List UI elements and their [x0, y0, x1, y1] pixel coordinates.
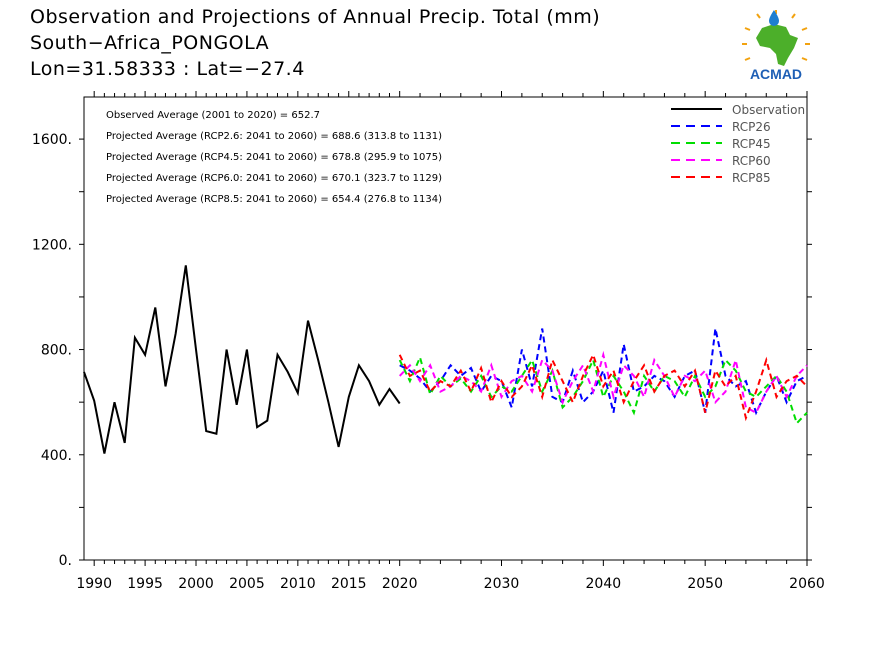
logo-text: ACMAD: [750, 66, 802, 82]
series-lines: [83, 265, 808, 454]
x-tick-label: 2000: [178, 576, 214, 592]
y-tick-label: 1600.: [32, 132, 72, 148]
acmad-logo: ACMAD: [736, 8, 816, 82]
y-tick-label: 800.: [41, 343, 72, 359]
legend-label-rcp45: RCP45: [732, 137, 771, 151]
x-tick-label: 2010: [280, 576, 316, 592]
coordinates-label: Lon=31.58333 : Lat=−27.4: [30, 58, 305, 80]
water-drop-icon: [769, 10, 779, 26]
chart-title: Observation and Projections of Annual Pr…: [30, 6, 601, 28]
annotation-text: Projected Average (RCP4.5: 2041 to 2060)…: [106, 152, 442, 163]
legend-label-rcp60: RCP60: [732, 154, 771, 168]
x-tick-label: 1990: [76, 576, 112, 592]
x-tick-label: 2005: [229, 576, 265, 592]
legend-label-rcp85: RCP85: [732, 171, 771, 185]
x-tick-label: 2020: [382, 576, 418, 592]
legend-label-observation: Observation: [732, 103, 805, 117]
x-tick-label: 2030: [484, 576, 520, 592]
location-name: South−Africa_PONGOLA: [30, 32, 270, 54]
axes: 0. 400. 800. 1200. 1600. 1990 1995 2000 2005 2010…: [32, 91, 825, 592]
x-tick-label: 2060: [789, 576, 825, 592]
plot-frame: [83, 96, 808, 561]
x-tick-label: 2040: [586, 576, 622, 592]
annotation-text: Projected Average (RCP8.5: 2041 to 2060)…: [106, 194, 442, 205]
series-line-observation: [83, 265, 401, 454]
annotation-text: Projected Average (RCP2.6: 2041 to 2060)…: [106, 131, 442, 142]
series-line-rcp60: [398, 350, 808, 415]
annotations: Observed Average (2001 to 2020) = 652.7 P…: [106, 110, 442, 205]
legend: Observation RCP26 RCP45 RCP60 RCP85: [671, 103, 805, 185]
legend-label-rcp26: RCP26: [732, 120, 771, 134]
y-tick-label: 1200.: [32, 237, 72, 253]
x-tick-label: 1995: [127, 576, 163, 592]
series-line-rcp26: [399, 328, 808, 416]
x-tick-label: 2050: [687, 576, 723, 592]
annotation-text: Projected Average (RCP6.0: 2041 to 2060)…: [106, 173, 442, 184]
series-line-rcp45: [398, 354, 808, 426]
series-line-rcp85: [398, 352, 808, 422]
x-tick-label: 2015: [331, 576, 367, 592]
y-tick-label: 400.: [41, 448, 72, 464]
y-tick-label: 0.: [59, 553, 72, 569]
annotation-text: Observed Average (2001 to 2020) = 652.7: [106, 110, 320, 121]
africa-map-icon: [756, 24, 798, 66]
